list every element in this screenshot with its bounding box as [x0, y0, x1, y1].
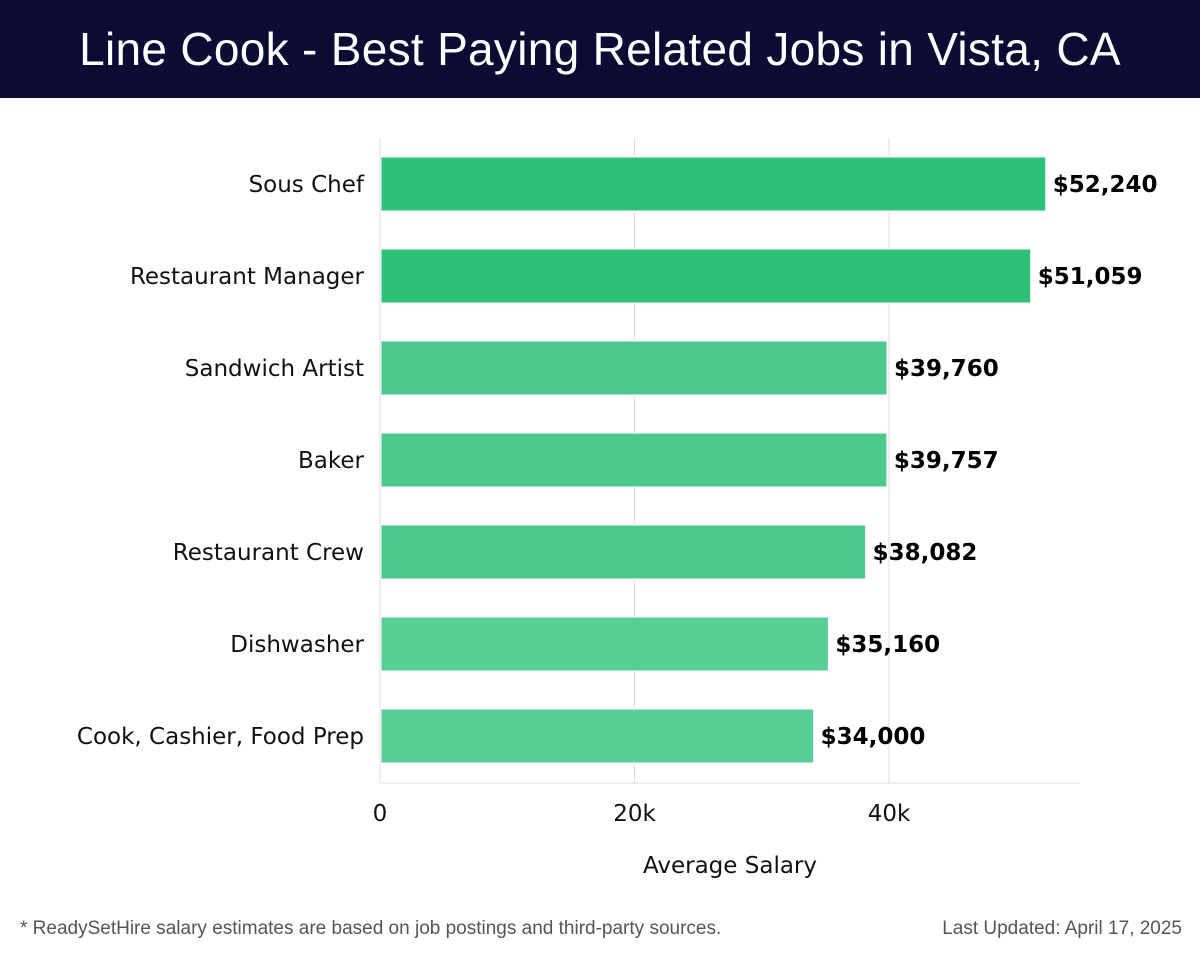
value-label: $39,760	[894, 356, 999, 382]
value-label: $38,082	[873, 540, 978, 566]
bar-4	[380, 524, 867, 580]
salary-bar-chart: Sous Chef $52,240 Restaurant Manager $51,05…	[77, 138, 1158, 879]
x-axis-label: Average Salary	[643, 853, 817, 879]
bar-3	[380, 432, 888, 488]
x-tick-label: 40k	[868, 801, 911, 827]
category-label: Baker	[298, 448, 365, 474]
value-label: $34,000	[821, 724, 926, 750]
x-tick-label: 20k	[613, 801, 656, 827]
bar-2	[380, 340, 888, 396]
bar-5	[380, 616, 829, 672]
bar-0	[380, 156, 1047, 212]
value-label: $39,757	[894, 448, 999, 474]
bar-1	[380, 248, 1032, 304]
x-tick-label: 0	[373, 801, 388, 827]
bar-6	[380, 708, 815, 764]
category-label: Cook, Cashier, Food Prep	[77, 724, 364, 750]
last-updated: Last Updated: April 17, 2025	[942, 918, 1182, 939]
title-band: Line Cook - Best Paying Related Jobs in …	[0, 0, 1200, 98]
value-label: $52,240	[1053, 172, 1158, 198]
footer-note: * ReadySetHire salary estimates are base…	[20, 918, 722, 939]
category-label: Restaurant Manager	[130, 264, 365, 290]
value-label: $51,059	[1038, 264, 1143, 290]
category-label: Restaurant Crew	[173, 540, 364, 566]
category-label: Dishwasher	[230, 632, 364, 658]
page-title: Line Cook - Best Paying Related Jobs in …	[79, 23, 1121, 75]
category-label: Sous Chef	[249, 172, 365, 198]
category-label: Sandwich Artist	[185, 356, 364, 382]
value-label: $35,160	[835, 632, 940, 658]
